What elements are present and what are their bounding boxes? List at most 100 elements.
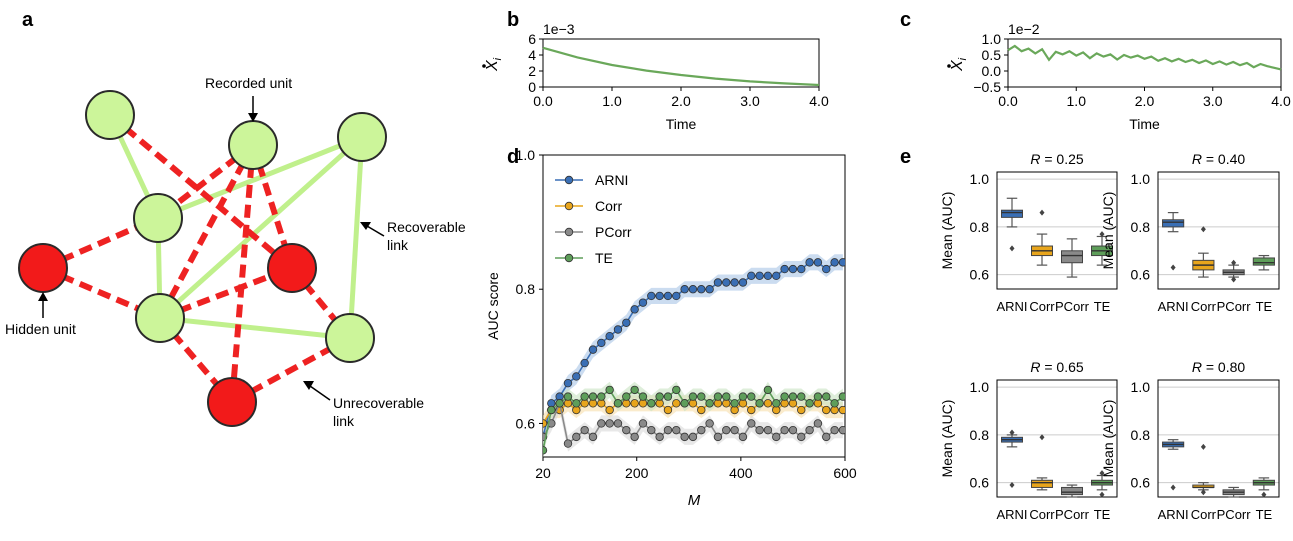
data-point-arni (805, 258, 814, 267)
data-point-te (697, 392, 706, 401)
data-point-te (688, 392, 698, 401)
outlier-marker (1009, 482, 1015, 489)
data-point-te (805, 399, 814, 408)
data-point-te (655, 392, 664, 401)
data-point-pcorr (763, 425, 773, 435)
box-corr (1031, 479, 1053, 488)
data-point-te (622, 392, 631, 401)
y-axis-label: Xi (949, 57, 969, 72)
data-point-arni (797, 264, 806, 274)
data-point-corr (747, 405, 756, 415)
boxplot-subplot: 0.6 0.8 1.0 ARNI Corr PCorr TE R = 0.80 Mean (AU… (1100, 359, 1280, 522)
data-point-arni (597, 338, 606, 348)
data-point-pcorr (738, 432, 748, 442)
x-tick-label: TE (1256, 299, 1273, 314)
x-tick-label: 2.0 (671, 93, 691, 109)
x-tick-label: 0.0 (533, 93, 553, 109)
data-point-arni (830, 258, 839, 267)
data-point-pcorr (613, 419, 623, 428)
plot-frame (1157, 171, 1280, 290)
data-point-te (763, 385, 773, 395)
data-point-arni (588, 345, 598, 354)
data-point-te (680, 399, 689, 408)
data-point-pcorr (563, 439, 573, 448)
data-point-te (547, 405, 556, 415)
data-point-te (755, 399, 764, 408)
data-point-corr (838, 405, 845, 415)
panel-label-c: c (900, 9, 911, 31)
data-point-arni (730, 278, 739, 287)
subplot-title: R = 0.40 (1192, 151, 1246, 167)
offset-text: 1e−2 (1008, 21, 1040, 37)
data-point-pcorr (838, 425, 845, 435)
panel-label-e: e (900, 146, 911, 168)
y-tick-label: 0.6 (516, 415, 536, 431)
data-point-pcorr (755, 425, 764, 435)
data-point-te (780, 392, 789, 401)
data-point-pcorr (705, 419, 714, 428)
data-point-arni (838, 258, 845, 267)
x-tick-label: PCorr (1217, 507, 1252, 522)
data-point-corr (672, 399, 681, 408)
data-point-te (647, 399, 656, 408)
data-point-pcorr (655, 432, 664, 442)
data-point-pcorr (697, 425, 706, 435)
recorded-unit-arrow (248, 96, 258, 122)
data-point-arni (622, 318, 631, 327)
data-point-arni (705, 285, 714, 294)
outlier-marker (1200, 489, 1206, 496)
data-point-te (822, 392, 831, 401)
outlier-marker (1200, 226, 1206, 233)
data-point-arni (688, 285, 698, 294)
outlier-marker (1039, 434, 1045, 441)
data-point-te (663, 392, 673, 401)
y-axis-label-dot (947, 64, 951, 68)
outlier-marker (1200, 443, 1206, 450)
data-point-te (838, 392, 845, 401)
plot-frame (542, 38, 820, 88)
data-point-corr (630, 399, 639, 408)
box-pcorr (1061, 250, 1083, 264)
confidence-band-pcorr (543, 395, 843, 452)
hidden-unit-label: Hidden unit (5, 321, 76, 337)
y-tick-label: 1.0 (516, 147, 536, 163)
data-point-pcorr (772, 432, 781, 442)
recorded-unit-node (228, 120, 278, 170)
legend-marker-arni (564, 175, 574, 185)
recorded-unit-node (133, 193, 183, 243)
data-point-pcorr (822, 432, 831, 442)
y-tick-label: 1.0 (1131, 171, 1151, 187)
data-point-corr (797, 405, 806, 415)
auc-line-chart: 20 200 400 600 0.6 0.8 1.0 M AUC score ARNI Corr PC… (485, 147, 857, 509)
data-point-te (638, 392, 648, 401)
data-point-te (747, 392, 756, 401)
recoverable-link (157, 134, 363, 221)
data-point-arni (663, 291, 673, 301)
data-point-pcorr (672, 425, 681, 435)
x-tick-label: TE (1094, 299, 1111, 314)
outlier-marker (1170, 264, 1176, 271)
data-point-arni (563, 378, 573, 388)
data-point-te (630, 385, 639, 395)
data-point-arni (572, 372, 581, 381)
data-point-te (705, 399, 714, 408)
unrecoverable-link-label-2: link (333, 413, 355, 429)
y-tick-label: 0.6 (1131, 475, 1151, 491)
y-tick-label: −0.5 (973, 79, 1001, 95)
y-tick-label: 0.6 (970, 267, 990, 283)
data-point-arni (772, 271, 781, 280)
legend-marker-corr (564, 201, 574, 211)
recorded-unit-label: Recorded unit (205, 75, 292, 91)
y-axis-label: AUC score (485, 272, 501, 340)
y-tick-label: 1.0 (970, 171, 990, 187)
y-tick-label: 0.6 (970, 475, 990, 491)
data-point-te (563, 392, 573, 401)
x-tick-label: 4.0 (809, 93, 829, 109)
data-point-pcorr (647, 425, 656, 435)
box-pcorr (1061, 486, 1083, 496)
x-tick-label: ARNI (996, 507, 1027, 522)
y-tick-label: 0.8 (970, 427, 990, 443)
y-axis-label: Mean (AUC) (939, 192, 955, 270)
y-tick-label: 0.8 (1131, 427, 1151, 443)
